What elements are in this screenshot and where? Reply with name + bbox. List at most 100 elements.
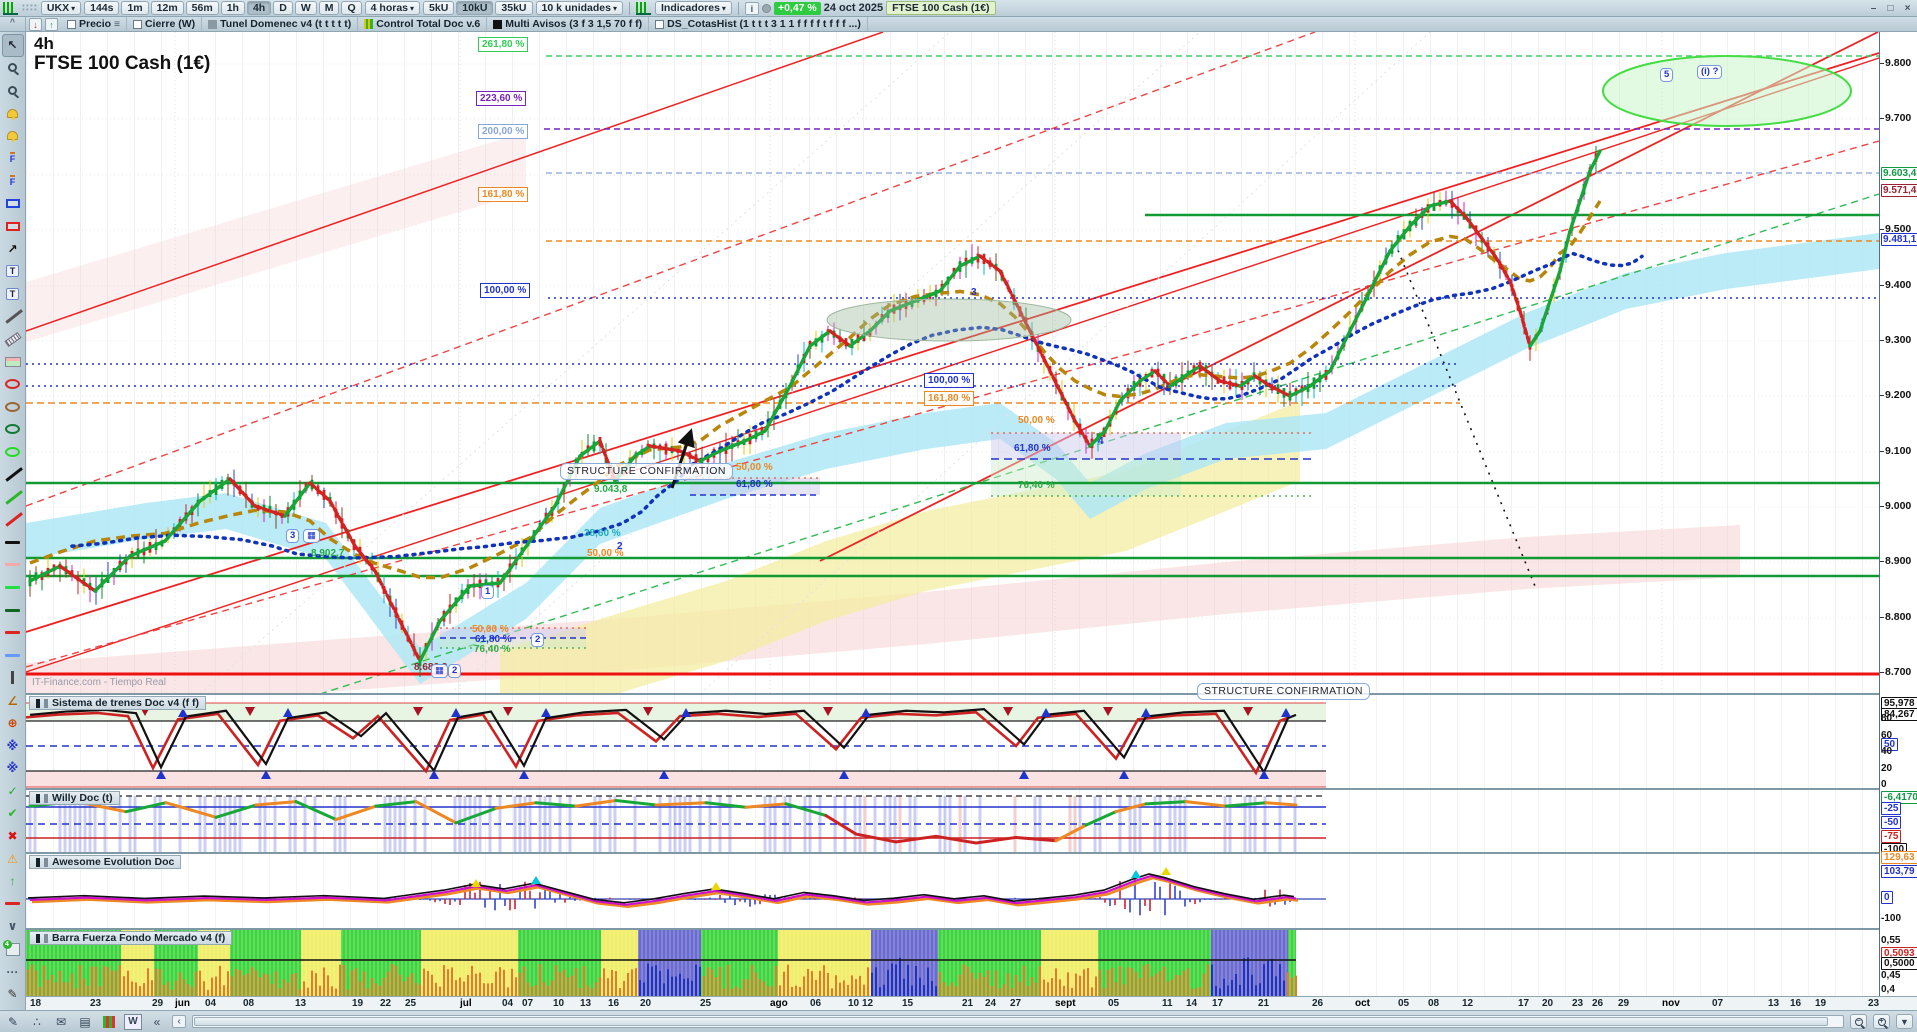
checkbox-icon[interactable] bbox=[67, 19, 76, 29]
fib-618d-label[interactable]: 61,80 % bbox=[736, 479, 773, 490]
wdoc-icon[interactable]: W bbox=[124, 1013, 142, 1030]
vline-icon[interactable] bbox=[2, 667, 24, 690]
square-black-icon[interactable] bbox=[493, 19, 503, 29]
collapse-button[interactable]: ^ bbox=[0, 17, 26, 31]
zoom-out-button[interactable]: − bbox=[1850, 1014, 1867, 1029]
fib-223-label[interactable]: 223,60 % bbox=[476, 91, 527, 106]
badge-2[interactable]: 2 bbox=[531, 633, 545, 647]
badge-5[interactable]: 5 bbox=[1660, 68, 1674, 82]
fib-100-label[interactable]: 100,00 % bbox=[480, 283, 531, 298]
hline-black-icon[interactable] bbox=[2, 531, 24, 554]
close-button[interactable]: × bbox=[1904, 2, 1911, 14]
minus-red-icon[interactable] bbox=[2, 893, 24, 916]
timeframe-button-144s[interactable]: 144s bbox=[84, 1, 120, 15]
toolbar-grip[interactable]: ∷∷ bbox=[22, 2, 38, 14]
price-note-2[interactable]: 8.902,7 bbox=[311, 548, 345, 559]
fib-261-label[interactable]: 261,80 % bbox=[478, 37, 529, 52]
indicators-dropdown[interactable]: Indicadores ▾ bbox=[654, 1, 732, 15]
share-icon[interactable]: ∴ bbox=[33, 1014, 41, 1029]
fib-618c-label[interactable]: 61,80 % bbox=[1014, 443, 1051, 454]
badge-grid-a[interactable]: ▦ bbox=[303, 529, 320, 543]
ruler-icon[interactable] bbox=[2, 328, 24, 351]
timeframe-button-1m[interactable]: 1m bbox=[121, 1, 149, 15]
wave-4-label[interactable]: 4 bbox=[1098, 436, 1104, 447]
structure-confirmation-2[interactable]: STRUCTURE CONFIRMATION bbox=[1197, 683, 1370, 700]
alert-icon[interactable] bbox=[2, 124, 24, 147]
timeframe-button-12m[interactable]: 12m bbox=[150, 1, 184, 15]
bars-icon[interactable] bbox=[364, 19, 374, 29]
units-dropdown[interactable]: 10 k unidades ▾ bbox=[535, 1, 623, 15]
fib-100b-label[interactable]: 100,00 % bbox=[924, 373, 975, 388]
collapse-left-icon[interactable]: « bbox=[153, 1014, 161, 1029]
hline-darkgreen-icon[interactable] bbox=[2, 599, 24, 622]
unit-button-10kU[interactable]: 10kU bbox=[456, 1, 494, 15]
zoom-icon[interactable] bbox=[2, 57, 24, 80]
badge-2b[interactable]: 2 bbox=[448, 664, 462, 678]
buy-arrow-icon[interactable]: ↑ bbox=[45, 17, 58, 31]
price-note-3[interactable]: 8.686,2 bbox=[414, 662, 447, 673]
hline-pink-icon[interactable] bbox=[2, 554, 24, 577]
fib-fan-icon[interactable]: F bbox=[9, 152, 16, 165]
overlay-multi-avisos[interactable]: Multi Avisos (3 f 3 1,5 70 f f) bbox=[487, 17, 650, 31]
fib-50c-label[interactable]: 50,00 % bbox=[1018, 415, 1055, 426]
badge-grid-b[interactable]: ▦ bbox=[431, 664, 448, 678]
thumbs-up-icon[interactable]: ✔ bbox=[7, 806, 18, 821]
timeframe-button-56m[interactable]: 56m bbox=[185, 1, 219, 15]
minimize-button[interactable]: – bbox=[1870, 2, 1877, 14]
hline-red-icon[interactable] bbox=[2, 621, 24, 644]
fib-200-label[interactable]: 200,00 % bbox=[478, 124, 529, 139]
price-note-1[interactable]: 9.043,8 bbox=[594, 484, 628, 495]
restore-button[interactable]: □ bbox=[1887, 2, 1894, 14]
overlay-ds-cotashist[interactable]: DS_CotasHist (1 t t t 3 1 1 f f f f t f … bbox=[649, 17, 868, 31]
info-button[interactable]: i bbox=[744, 1, 759, 15]
notes-icon[interactable]: 4 bbox=[2, 938, 24, 961]
watermark[interactable]: IT-Finance.com - Tiempo Real bbox=[32, 677, 166, 688]
period-dropdown[interactable]: 4 horas ▾ bbox=[364, 1, 421, 15]
badge-3[interactable]: 3 bbox=[286, 529, 300, 543]
document-icon[interactable]: ▤ bbox=[79, 1014, 91, 1029]
hline-green-icon[interactable] bbox=[2, 576, 24, 599]
comment-icon[interactable]: ✉ bbox=[55, 1014, 67, 1029]
wave-2b-label[interactable]: 2 bbox=[617, 541, 623, 552]
timeframe-button-W[interactable]: W bbox=[294, 1, 317, 15]
timeframe-button-1h[interactable]: 1h bbox=[220, 1, 245, 15]
fib-50f-label[interactable]: 50,00 % bbox=[587, 548, 624, 559]
pattern-icon[interactable] bbox=[2, 350, 24, 373]
overlay-cierre[interactable]: Cierre (W) bbox=[127, 17, 203, 31]
fib-50d-label[interactable]: 50,00 % bbox=[736, 462, 773, 473]
panel-barra-fuerza-label[interactable]: Barra Fuerza Fondo Mercado v4 (f) bbox=[29, 931, 233, 945]
angle-tool-icon[interactable]: ∠ bbox=[7, 693, 18, 708]
overlay-control-total[interactable]: Control Total Doc v.6 bbox=[358, 17, 488, 31]
fib-764e-label[interactable]: 76,40 % bbox=[474, 644, 511, 655]
draw-pencil-icon[interactable]: ✎ bbox=[7, 1014, 19, 1029]
overlay-precio[interactable]: Precio ≡ bbox=[61, 17, 127, 31]
sell-arrow-icon[interactable]: ↓ bbox=[29, 17, 42, 31]
fib-50e-label[interactable]: 50,00 % bbox=[472, 624, 509, 635]
rectangle-red-icon[interactable] bbox=[2, 215, 24, 238]
panel-willy-label[interactable]: Willy Doc (t) bbox=[29, 791, 120, 805]
timeframe-button-4h[interactable]: 4h bbox=[246, 1, 272, 15]
timeframe-button-D[interactable]: D bbox=[273, 1, 293, 15]
badge-1[interactable]: 1 bbox=[481, 585, 495, 599]
more-dots-icon[interactable]: ··· bbox=[6, 964, 19, 979]
trend-arrow-icon[interactable]: ↗ bbox=[7, 241, 18, 256]
points-b-icon[interactable]: ※ bbox=[6, 761, 19, 776]
text-tool-icon[interactable]: T bbox=[2, 260, 24, 283]
draw-pencil-icon[interactable]: ✎ bbox=[7, 987, 18, 1002]
reject-icon[interactable]: ✖ bbox=[7, 829, 18, 844]
fib-386f-label[interactable]: 38,60 % bbox=[584, 528, 621, 539]
square-gray-icon[interactable] bbox=[208, 19, 218, 29]
structure-confirmation-1[interactable]: STRUCTURE CONFIRMATION bbox=[560, 463, 733, 480]
hline-blue-icon[interactable] bbox=[2, 644, 24, 667]
arrow-up-icon[interactable]: ↑ bbox=[9, 874, 16, 889]
segment-tool-icon[interactable] bbox=[2, 305, 24, 328]
fib-618e-label[interactable]: 61,80 % bbox=[475, 634, 512, 645]
symbol-dropdown[interactable]: UKX ▾ bbox=[40, 1, 82, 15]
scroll-left-button[interactable]: ‹ bbox=[172, 1015, 186, 1028]
warning-icon[interactable]: ⚠ bbox=[7, 851, 18, 866]
diagonal-red-icon[interactable] bbox=[2, 508, 24, 531]
fib-retracement-icon[interactable]: F bbox=[9, 174, 16, 187]
zoom-area-icon[interactable] bbox=[2, 79, 24, 102]
checkbox-icon[interactable] bbox=[655, 19, 665, 29]
fib-161b-label[interactable]: 161,80 % bbox=[924, 391, 975, 406]
